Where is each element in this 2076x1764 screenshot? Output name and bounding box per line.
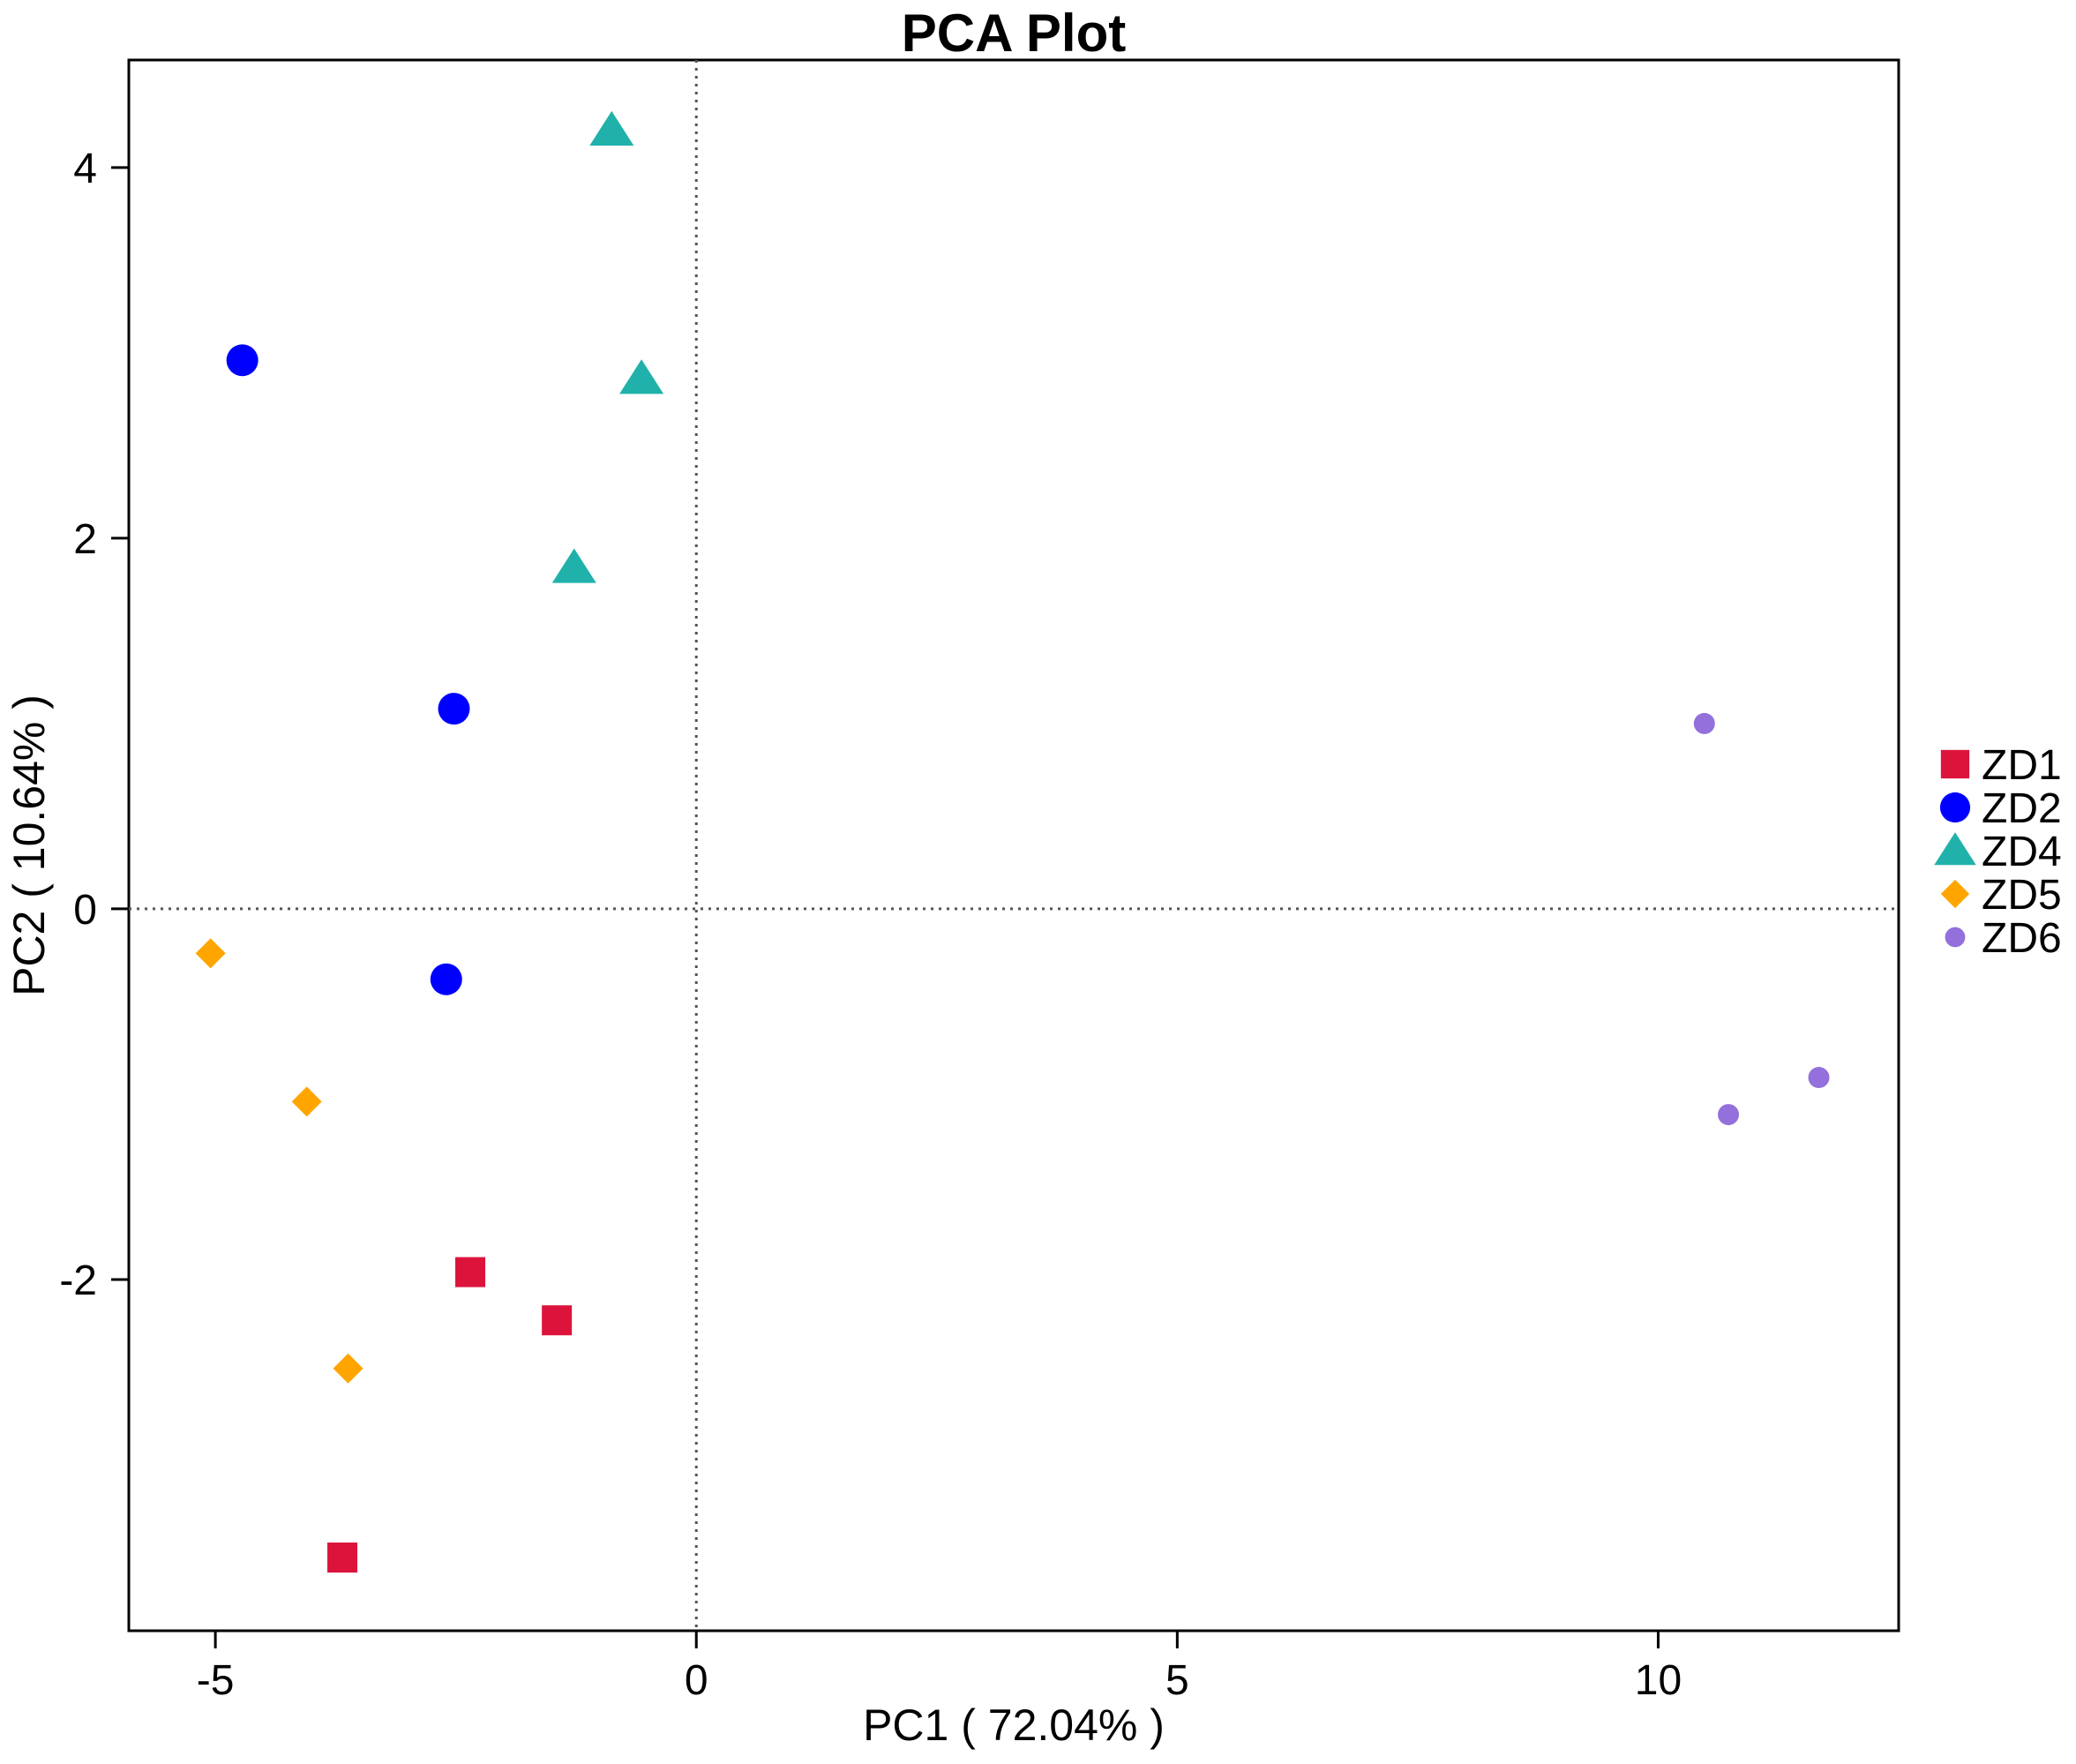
- reference-lines: [129, 60, 1899, 1631]
- point-zd1: [542, 1305, 573, 1336]
- y-tick-label: -2: [59, 1257, 97, 1304]
- y-axis-label: PC2 ( 10.64% ): [4, 694, 54, 996]
- point-zd1: [327, 1543, 358, 1573]
- legend-marker-zd2: [1939, 792, 1971, 823]
- point-zd2: [226, 344, 259, 377]
- point-zd6: [1808, 1067, 1830, 1089]
- legend-item-zd4: ZD4: [1934, 829, 2062, 875]
- legend-label: ZD4: [1982, 829, 2062, 875]
- point-zd6: [1718, 1104, 1740, 1126]
- legend-marker-zd6: [1945, 927, 1966, 948]
- point-zd2: [438, 693, 470, 725]
- plot-frame: [127, 58, 1900, 1633]
- legend-item-zd1: ZD1: [1940, 742, 2062, 789]
- legend-marker-zd1: [1940, 749, 1970, 779]
- x-tick-label: -5: [197, 1657, 235, 1704]
- legend-label: ZD1: [1982, 742, 2062, 789]
- legend-label: ZD6: [1982, 915, 2062, 962]
- y-axis-ticks: -2 0 2 4: [59, 146, 129, 1304]
- point-zd4: [551, 548, 596, 583]
- legend-label: ZD2: [1982, 785, 2062, 832]
- legend-marker-zd4: [1934, 832, 1976, 866]
- y-tick-label: 4: [73, 146, 97, 192]
- y-tick-label: 0: [73, 887, 97, 934]
- legend-item-zd6: ZD6: [1945, 915, 2062, 962]
- legend-item-zd5: ZD5: [1940, 872, 2062, 919]
- legend-label: ZD5: [1982, 872, 2062, 919]
- x-tick-label: 10: [1635, 1657, 1682, 1704]
- x-axis-label: PC1 ( 72.04% ): [863, 1700, 1165, 1750]
- x-tick-label: 5: [1165, 1657, 1189, 1704]
- point-zd4: [589, 110, 634, 146]
- point-zd5: [333, 1353, 363, 1384]
- point-zd1: [455, 1257, 486, 1287]
- point-zd4: [619, 359, 664, 394]
- x-axis-ticks: -5 0 5 10: [197, 1631, 1682, 1704]
- point-zd5: [195, 938, 226, 969]
- legend-item-zd2: ZD2: [1939, 785, 2062, 832]
- chart-title: PCA Plot: [902, 4, 1126, 63]
- point-zd5: [291, 1086, 322, 1117]
- y-tick-label: 2: [73, 516, 97, 563]
- x-tick-label: 0: [685, 1657, 708, 1704]
- point-zd2: [430, 963, 462, 995]
- data-points: [195, 110, 1830, 1573]
- point-zd6: [1693, 712, 1715, 734]
- legend-marker-zd5: [1940, 879, 1970, 909]
